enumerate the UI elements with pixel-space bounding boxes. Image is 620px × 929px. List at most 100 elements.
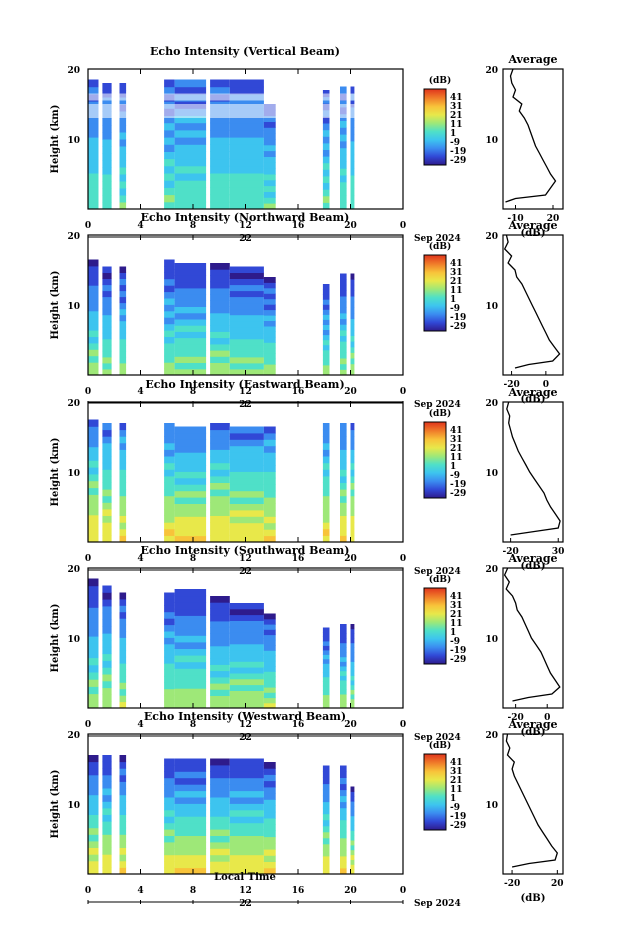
echo-cell [263,358,276,365]
x-tick-label: 4 [137,886,143,896]
profile-y-tick: 20 [485,232,498,242]
echo-cell [229,369,264,376]
colorbar-ticks: 41 31 21 11 1 -9 -19 -29 [450,758,466,831]
echo-cell [350,624,355,630]
echo-cell [340,698,347,704]
echo-cell [210,356,230,363]
echo-cell [174,343,207,351]
echo-cell [174,312,207,320]
echo-cell [119,656,127,664]
echo-cell [322,304,330,310]
echo-cell [263,836,276,844]
colorbar-tick: 41 [450,426,463,436]
echo-cell [322,324,330,330]
echo-cell [210,809,230,817]
echo-cell [229,432,264,440]
echo-cell [263,768,276,775]
echo-cell [322,364,330,371]
y-tick-label: 20 [67,565,80,575]
echo-cell [322,703,330,709]
x-axis-label: Local Time [214,872,276,883]
echo-cell [88,854,99,862]
echo-cell [263,522,276,530]
colorbar-tick: 41 [450,758,463,768]
echo-cell [88,446,99,454]
x-tick-label: 8 [190,221,196,231]
echo-cell [88,298,99,305]
average-profile [505,733,559,868]
x-tick-label: 0 [85,221,91,231]
echo-cell [229,458,264,466]
echo-cell [119,528,127,536]
echo-cell [88,79,99,88]
echo-cell [350,656,355,662]
echo-cell [340,522,347,530]
colorbar [423,254,447,332]
echo-cell [340,195,347,203]
echo-cell [340,813,347,821]
echo-cell [102,768,112,776]
echo-cell [210,854,230,862]
echo-cell [210,683,230,690]
echo-cell [164,764,175,772]
echo-cell [102,302,112,310]
echo-cell [210,695,230,703]
x-ticks: 0 4 8 12 16 20 0 [85,720,406,730]
echo-cell [322,354,330,361]
echo-cell [229,266,264,273]
echo-cell [88,628,99,637]
date-month-label: Sep 2024 [414,400,461,410]
echo-cell [174,300,207,307]
echo-cell [88,310,99,318]
echo-cell [263,650,276,657]
echo-cell [263,156,276,163]
echo-cell [88,636,99,644]
echo-cell [350,647,355,653]
x-ticks: 0 4 8 12 16 20 0 [85,221,406,231]
echo-cell [229,649,264,656]
echo-cell [210,319,230,326]
echo-cell [322,482,330,490]
echo-cell [340,313,347,320]
echo-cell [174,445,207,453]
echo-cell [340,475,347,483]
echo-cell [88,686,99,695]
echo-cell [229,841,264,849]
echo-cell [174,86,207,95]
echo-cell [102,599,112,607]
echo-cell [340,624,347,630]
echo-cell [229,822,264,830]
echo-cell [102,436,112,444]
echo-cell [263,347,276,354]
echo-cell [229,144,264,152]
echo-cell [229,308,264,316]
echo-cell [210,764,230,772]
echo-cell [263,867,276,875]
echo-cell [210,614,230,622]
echo-cell [340,849,347,857]
echo-cell [102,801,112,809]
echo-cell [340,633,347,639]
y-axis-label: Height (km) [50,271,61,340]
echo-cell [350,154,355,162]
echo-cell [210,664,230,672]
echo-cell [88,788,99,796]
x-tick-label: 16 [292,720,305,730]
x-tick-label: 20 [344,221,357,231]
echo-cell [350,290,355,297]
colorbar-tick: 21 [450,111,463,121]
echo-cell [322,694,330,700]
echo-cell [322,169,330,177]
echo-cell [322,855,330,863]
y-axis-label: Height (km) [50,105,61,174]
echo-cell [350,147,355,156]
echo-cell [119,469,127,477]
echo-cell [340,352,347,359]
colorbar [423,88,447,166]
echo-cell [263,426,276,434]
echo-cell [88,761,99,769]
echo-cell [263,529,276,537]
echo-cell [210,835,230,843]
echo-cell [340,120,347,128]
echo-cell [210,194,230,203]
